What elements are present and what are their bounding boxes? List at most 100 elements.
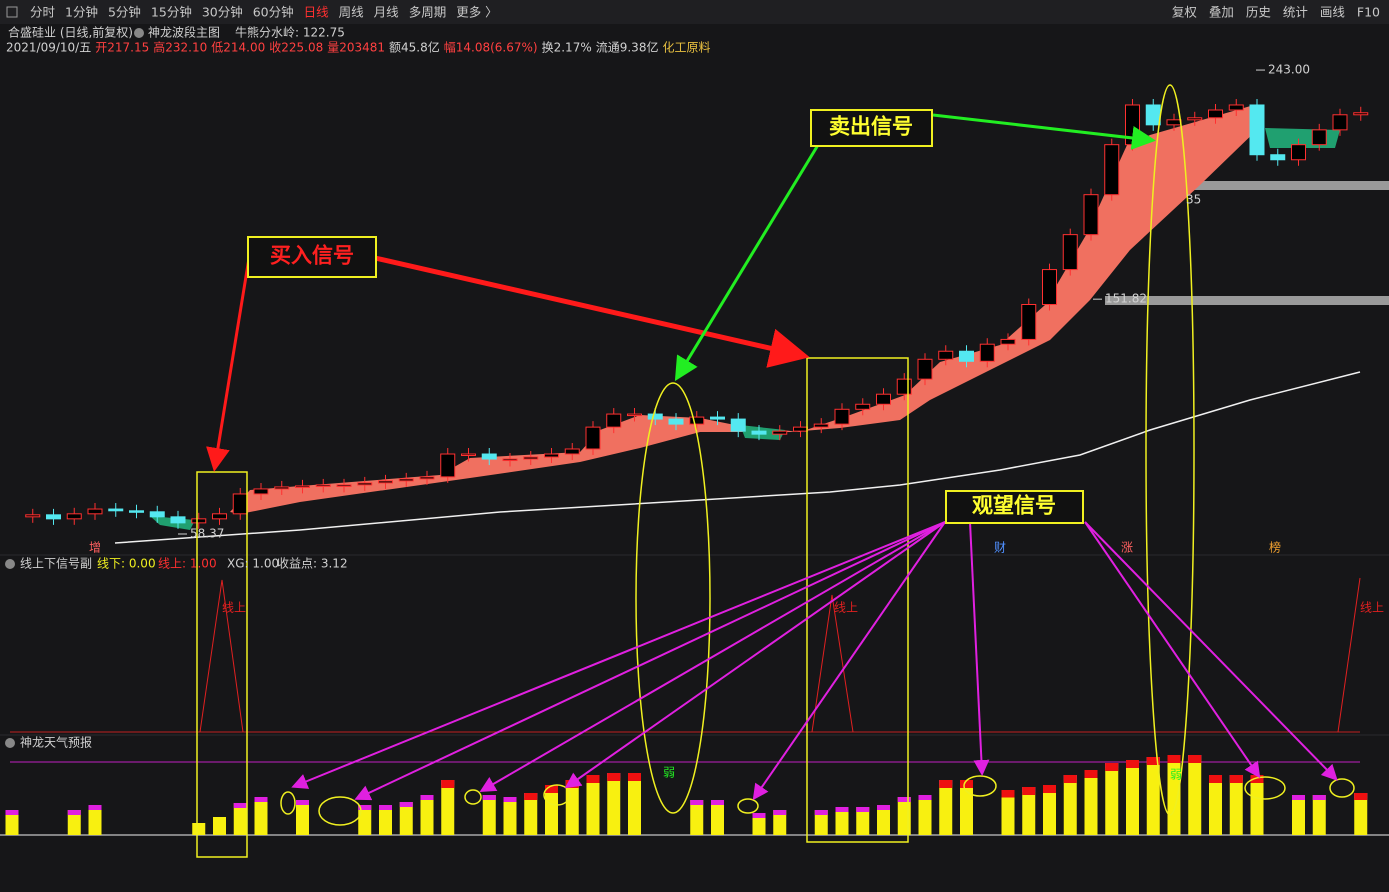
menu-icon[interactable] xyxy=(6,6,18,18)
weather-bar xyxy=(565,780,579,835)
weather-bar xyxy=(1354,793,1368,835)
candle-body xyxy=(523,456,539,460)
weather-bar xyxy=(711,800,724,835)
weather-bar xyxy=(1022,787,1036,835)
candle-body xyxy=(751,430,767,435)
candle-body xyxy=(1021,303,1037,340)
tool-button[interactable]: 历史 xyxy=(1246,5,1272,20)
candle-body xyxy=(149,511,165,518)
signal-spike xyxy=(199,579,244,733)
candle-body xyxy=(1145,104,1161,126)
period-tab[interactable]: 月线 xyxy=(374,5,400,20)
weather-bar xyxy=(545,785,558,835)
period-tab[interactable]: 30分钟 xyxy=(202,5,243,20)
weather-cap xyxy=(586,775,600,783)
weather-cap xyxy=(1354,793,1368,800)
weather-bar xyxy=(773,810,787,835)
weather-cap xyxy=(877,805,890,810)
candle-body xyxy=(1000,338,1016,345)
quote-item: 化工原料 xyxy=(662,41,710,55)
candle-body xyxy=(398,478,414,482)
weather-bar xyxy=(441,780,455,835)
weather-cap xyxy=(1043,785,1056,793)
toggle[interactable] xyxy=(134,28,144,38)
tool-button[interactable]: F10 xyxy=(1357,5,1380,20)
weather-bar xyxy=(1292,795,1305,835)
period-tab[interactable]: 周线 xyxy=(339,5,365,20)
period-tab[interactable]: 分时 xyxy=(30,5,56,20)
weather-bar xyxy=(379,805,392,835)
candle-body xyxy=(212,513,227,520)
period-tab[interactable]: 60分钟 xyxy=(253,5,294,20)
candle-body xyxy=(232,493,248,515)
support-bar xyxy=(1115,181,1389,190)
candle-body xyxy=(979,343,995,362)
event-marker: 涨 xyxy=(1121,540,1133,555)
candle-body xyxy=(1291,144,1306,161)
period-tab[interactable]: 更多 〉 xyxy=(456,5,497,20)
event-marker: 增 xyxy=(89,541,101,555)
tool-button[interactable]: 叠加 xyxy=(1209,5,1234,20)
candle-body xyxy=(336,484,352,487)
weather-cap xyxy=(628,773,641,781)
quote-item: 额45.8亿 xyxy=(389,40,440,55)
candle-body xyxy=(544,453,559,458)
weather-bar xyxy=(420,795,434,835)
weather-bar xyxy=(814,810,828,835)
weather-bar xyxy=(1250,775,1264,835)
toggle[interactable] xyxy=(5,738,15,748)
period-tab[interactable]: 1分钟 xyxy=(65,5,98,20)
weather-cap xyxy=(960,780,973,788)
candle-body xyxy=(1228,104,1244,111)
weather-cap xyxy=(1022,787,1036,795)
weather-bar xyxy=(877,805,890,835)
weather-cap xyxy=(379,805,392,810)
weather-bar xyxy=(897,797,911,835)
weather-bar xyxy=(88,805,102,835)
period-tab[interactable]: 多周期 xyxy=(409,5,447,20)
price-fragment: 35 xyxy=(1186,193,1201,207)
candle-body xyxy=(87,508,103,515)
sell-label: 卖出信号 xyxy=(829,114,913,139)
tool-button[interactable]: 画线 xyxy=(1320,5,1346,20)
weather-bar xyxy=(296,800,309,835)
event-marker: 榜 xyxy=(1269,540,1281,555)
quote-item: 幅14.08(6.67%) xyxy=(444,40,538,55)
candle-body xyxy=(1353,112,1369,116)
tool-button[interactable]: 复权 xyxy=(1172,5,1198,20)
weather-cap xyxy=(1292,795,1305,800)
weather-cap xyxy=(752,813,766,818)
candle-body xyxy=(606,413,622,428)
weather-cap xyxy=(1209,775,1222,783)
candle-body xyxy=(938,350,954,360)
weather-bar xyxy=(1188,755,1202,835)
tool-button[interactable]: 统计 xyxy=(1283,5,1308,20)
stock-name: 合盛硅业 (日线,前复权) xyxy=(8,25,133,40)
weather-cap xyxy=(399,802,413,807)
weather-bar xyxy=(586,775,600,835)
weather-bar xyxy=(690,800,704,835)
weather-bar xyxy=(1105,763,1119,835)
weather-bar xyxy=(856,807,870,835)
period-tab[interactable]: 5分钟 xyxy=(108,5,141,20)
price-label: 243.00 xyxy=(1268,63,1310,77)
candle-body xyxy=(378,480,393,484)
weather-bar xyxy=(482,795,496,835)
weather-cap xyxy=(1146,757,1160,765)
toggle[interactable] xyxy=(5,559,15,569)
period-tab[interactable]: 日线 xyxy=(304,5,330,20)
candle-body xyxy=(1270,154,1286,161)
panel-title: 神龙天气预报 xyxy=(20,735,92,750)
period-tab[interactable]: 15分钟 xyxy=(151,5,192,20)
candle-body xyxy=(481,453,497,460)
weather-bar xyxy=(1084,770,1098,835)
quote-item: 开217.15 xyxy=(95,41,149,55)
weather-bar xyxy=(1126,760,1139,835)
arrows xyxy=(206,113,1338,801)
candle-body xyxy=(1062,234,1078,271)
legend-above: 线上: 1.00 xyxy=(158,557,217,571)
weather-cap xyxy=(1084,770,1098,778)
candle-body xyxy=(710,416,725,420)
weather-bar xyxy=(835,807,849,835)
